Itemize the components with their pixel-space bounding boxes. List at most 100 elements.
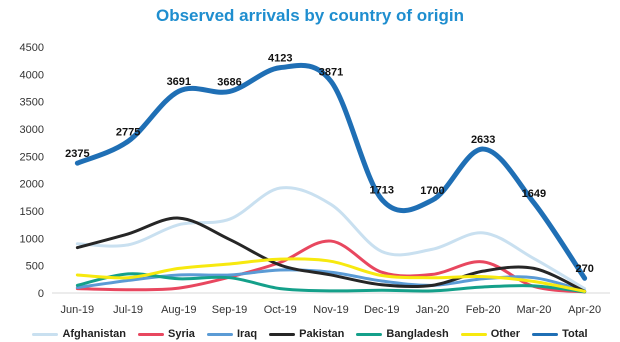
legend-item-syria: Syria — [138, 328, 195, 340]
point-iraq — [279, 269, 282, 271]
point-bangladesh — [482, 286, 484, 288]
point-afghanistan — [279, 187, 282, 189]
point-other — [380, 274, 383, 277]
y-tick-label: 3000 — [20, 124, 44, 136]
point-syria — [279, 261, 282, 264]
point-total — [76, 162, 79, 164]
point-bangladesh — [380, 289, 383, 292]
point-pakistan — [279, 264, 282, 266]
point-afghanistan — [380, 250, 383, 253]
point-other — [76, 274, 79, 276]
point-afghanistan — [127, 244, 129, 246]
point-total — [380, 198, 383, 201]
point-total — [431, 199, 434, 201]
y-tick-label: 500 — [26, 261, 44, 273]
y-tick-label: 0 — [38, 288, 44, 300]
legend-label: Syria — [168, 328, 195, 340]
legend-swatch — [269, 332, 296, 336]
legend-item-bangladesh: Bangladesh — [356, 328, 449, 340]
series-layer — [74, 62, 588, 294]
y-tick-label: 4000 — [20, 69, 44, 81]
point-other — [330, 260, 332, 263]
point-pakistan — [127, 233, 129, 235]
data-label: 1713 — [369, 184, 393, 196]
point-other — [482, 275, 484, 278]
legend-swatch — [356, 332, 383, 336]
point-syria — [380, 271, 383, 274]
legend-label: Pakistan — [299, 328, 345, 340]
point-pakistan — [431, 284, 434, 287]
data-label: 2633 — [471, 134, 495, 146]
legend-swatch — [532, 332, 559, 336]
point-pakistan — [178, 217, 180, 219]
legend-swatch — [138, 332, 165, 336]
point-pakistan — [380, 284, 383, 286]
point-bangladesh — [533, 285, 535, 287]
data-label: 3691 — [167, 76, 191, 88]
chart-title: Observed arrivals by country of origin — [156, 6, 464, 25]
point-pakistan — [76, 246, 79, 249]
legend-label: Iraq — [236, 328, 258, 340]
data-label: 1649 — [522, 188, 546, 200]
point-bangladesh — [431, 290, 434, 292]
data-label: 3871 — [319, 66, 343, 78]
legend-swatch — [460, 332, 487, 336]
point-iraq — [380, 280, 383, 282]
point-bangladesh — [228, 276, 231, 279]
point-afghanistan — [76, 243, 79, 245]
series-line-pakistan — [75, 216, 587, 293]
legend-item-afghanistan: Afghanistan — [32, 328, 126, 340]
x-tick-label: Dec-19 — [364, 304, 399, 316]
x-tick-label: Aug-19 — [161, 304, 196, 316]
series-line-total — [74, 62, 588, 281]
y-tick-label: 2500 — [20, 151, 44, 163]
legend-item-iraq: Iraq — [206, 328, 258, 340]
x-tick-label: Jan-20 — [416, 304, 450, 316]
point-syria — [127, 288, 129, 291]
y-tick-label: 1000 — [20, 233, 44, 245]
data-labels: 2375 2775 3691 3686 4123 3871 1713 1700 2633 1649… — [65, 53, 594, 276]
data-label: 3686 — [217, 76, 241, 88]
point-total — [279, 66, 282, 69]
x-tick-label: Feb-20 — [466, 304, 501, 316]
point-syria — [431, 273, 434, 276]
point-syria — [482, 261, 484, 263]
legend-swatch — [206, 332, 233, 336]
y-axis-ticks: 0 500 1000 1500 2000 2500 3000 3500 4000 4500 — [20, 42, 44, 300]
point-other — [178, 267, 180, 270]
point-pakistan — [228, 238, 231, 241]
data-label: 2375 — [65, 148, 89, 160]
point-bangladesh — [330, 290, 332, 292]
point-other — [279, 258, 282, 260]
point-total — [482, 148, 484, 150]
legend-label: Total — [562, 328, 588, 340]
x-tick-label: Oct-19 — [264, 304, 297, 316]
point-other — [431, 276, 434, 279]
point-iraq — [76, 286, 79, 289]
point-afghanistan — [431, 248, 434, 251]
point-other — [533, 280, 535, 283]
point-afghanistan — [533, 257, 535, 260]
point-bangladesh — [127, 273, 129, 275]
legend-item-total: Total — [532, 328, 588, 340]
legend-item-other: Other — [460, 328, 520, 340]
point-pakistan — [330, 274, 332, 276]
legend-swatch — [32, 332, 59, 336]
point-syria — [330, 240, 332, 242]
point-syria — [178, 287, 180, 289]
x-tick-label: Nov-19 — [313, 304, 348, 316]
point-afghanistan — [178, 223, 180, 226]
x-tick-label: Apr-20 — [568, 304, 601, 316]
point-total — [228, 90, 231, 93]
y-tick-label: 3500 — [20, 97, 44, 109]
point-iraq — [178, 274, 180, 276]
point-pakistan — [533, 267, 535, 270]
point-total — [330, 80, 332, 83]
data-label: 2775 — [116, 126, 140, 138]
x-tick-label: Sep-19 — [212, 304, 247, 316]
point-afghanistan — [583, 287, 586, 290]
x-axis-ticks: Jun-19 Jul-19 Aug-19 Sep-19 Oct-19 Nov-19 Dec-… — [61, 304, 602, 316]
y-tick-label: 4500 — [20, 42, 44, 54]
legend-item-pakistan: Pakistan — [269, 328, 344, 340]
